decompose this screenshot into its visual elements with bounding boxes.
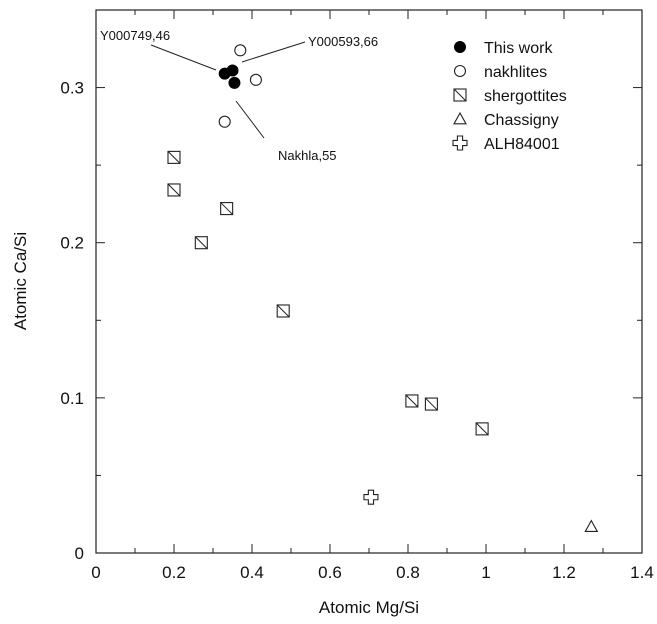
data-points	[167, 44, 599, 532]
open-circle-marker	[234, 44, 247, 57]
data-point	[167, 150, 181, 164]
x-tick-label: 0.2	[162, 563, 186, 582]
square-hatch	[194, 236, 208, 250]
data-point	[405, 394, 419, 408]
data-point	[228, 76, 241, 89]
data-point	[218, 115, 231, 128]
cross-marker	[452, 135, 468, 151]
data-point	[226, 64, 239, 77]
open-circle-marker	[249, 73, 262, 86]
legend-marker	[454, 41, 466, 53]
x-tick-label: 0.4	[240, 563, 264, 582]
annotation-leader-line	[150, 44, 217, 71]
filled-circle-marker	[228, 76, 241, 89]
square-hatch	[167, 151, 181, 164]
legend-marker	[453, 111, 467, 125]
data-point	[584, 519, 599, 532]
annotation-label: Y000593,66	[308, 34, 378, 49]
y-tick-label: 0	[75, 544, 84, 563]
data-point	[475, 422, 489, 436]
data-point	[220, 202, 234, 216]
legend-label: nakhlites	[484, 64, 547, 81]
annotation-label: Nakhla,55	[278, 148, 337, 163]
filled-circle-marker	[454, 41, 466, 53]
data-point	[194, 236, 208, 250]
square-hatch	[475, 422, 489, 436]
filled-circle-marker	[226, 64, 239, 77]
data-point	[363, 489, 379, 505]
legend-marker	[452, 135, 468, 151]
x-axis-label: Atomic Mg/Si	[319, 598, 419, 617]
annotation-label: Y000749,46	[100, 28, 170, 43]
y-axis-label: Atomic Ca/Si	[11, 232, 30, 330]
data-point	[234, 44, 247, 57]
x-tick-label: 1.4	[630, 563, 654, 582]
square-hatch	[276, 304, 290, 318]
annotations: Y000749,46 Y000593,66 Nakhla,55	[100, 28, 378, 163]
data-point	[167, 183, 181, 197]
y-tick-label: 0.2	[60, 234, 84, 253]
data-point	[249, 73, 262, 86]
open-circle-marker	[218, 115, 231, 128]
legend-label: This work	[484, 40, 553, 57]
tick-labels: 0 0.2 0.4 0.6 0.8 1 1.2 1.4 0 0.1 0.2 0.3	[60, 79, 653, 582]
axis-ticks	[95, 9, 643, 554]
legend-marker	[453, 64, 467, 78]
open-circle-marker	[453, 64, 467, 78]
legend-label: Chassigny	[484, 112, 559, 129]
annotation-leader-line	[241, 41, 306, 63]
legend-marker	[453, 88, 467, 102]
y-tick-label: 0.3	[60, 79, 84, 98]
triangle-marker	[453, 111, 467, 125]
legend-label: ALH84001	[484, 136, 560, 153]
x-tick-label: 0.8	[396, 563, 420, 582]
x-tick-label: 1	[481, 563, 490, 582]
square-hatch	[405, 394, 419, 408]
data-point	[424, 397, 438, 411]
x-tick-label: 1.2	[552, 563, 576, 582]
y-tick-label: 0.1	[60, 389, 84, 408]
annotation-leader-line	[235, 100, 265, 139]
square-hatch	[425, 397, 438, 411]
legend: This work nakhlites shergottites Chassigny A…	[452, 40, 567, 153]
legend-label: shergottites	[484, 88, 567, 105]
square-hatch	[453, 88, 467, 102]
square-hatch	[220, 202, 234, 215]
square-hatch	[167, 183, 181, 197]
cross-marker	[363, 489, 379, 505]
x-tick-label: 0	[91, 563, 100, 582]
x-tick-label: 0.6	[318, 563, 342, 582]
triangle-marker	[584, 519, 599, 532]
data-point	[276, 304, 290, 318]
